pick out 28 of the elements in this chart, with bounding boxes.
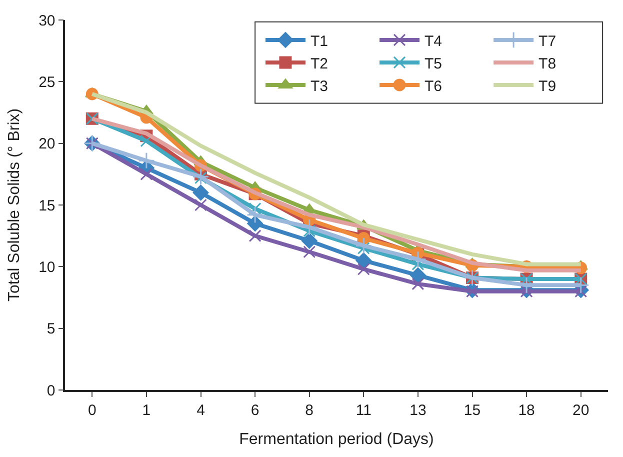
legend-label: T4 (424, 32, 442, 50)
x-tick-label: 8 (305, 402, 314, 419)
legend-label: T9 (538, 78, 556, 95)
y-tick-label: 30 (38, 12, 56, 30)
legend-label: T2 (310, 55, 328, 72)
y-tick-label: 20 (38, 136, 56, 153)
x-tick-label: 20 (572, 402, 590, 419)
x-tick-label: 6 (250, 402, 260, 419)
x-tick-label: 13 (410, 402, 426, 419)
x-tick-label: 1 (142, 402, 151, 419)
x-tick-label: 15 (464, 402, 481, 419)
legend-label: T5 (424, 55, 442, 72)
x-tick-label: 0 (88, 402, 96, 419)
y-tick-label: 25 (38, 74, 56, 91)
y-tick-label: 5 (46, 320, 56, 338)
y-tick-label: 0 (46, 382, 56, 400)
y-axis-title: Total Soluble Solids (° Brix) (6, 108, 23, 302)
x-tick-label: 4 (196, 402, 205, 419)
y-tick-label: 15 (38, 197, 56, 214)
legend-label: T3 (310, 78, 328, 95)
x-tick-label: 18 (518, 402, 535, 419)
y-tick-label: 10 (38, 258, 56, 276)
legend-label: T7 (538, 32, 556, 50)
legend-label: T1 (310, 32, 328, 50)
x-tick-label: 11 (356, 402, 372, 419)
legend-label: T8 (538, 55, 556, 72)
legend-label: T6 (424, 78, 442, 95)
x-axis-title: Fermentation period (Days) (239, 430, 434, 448)
